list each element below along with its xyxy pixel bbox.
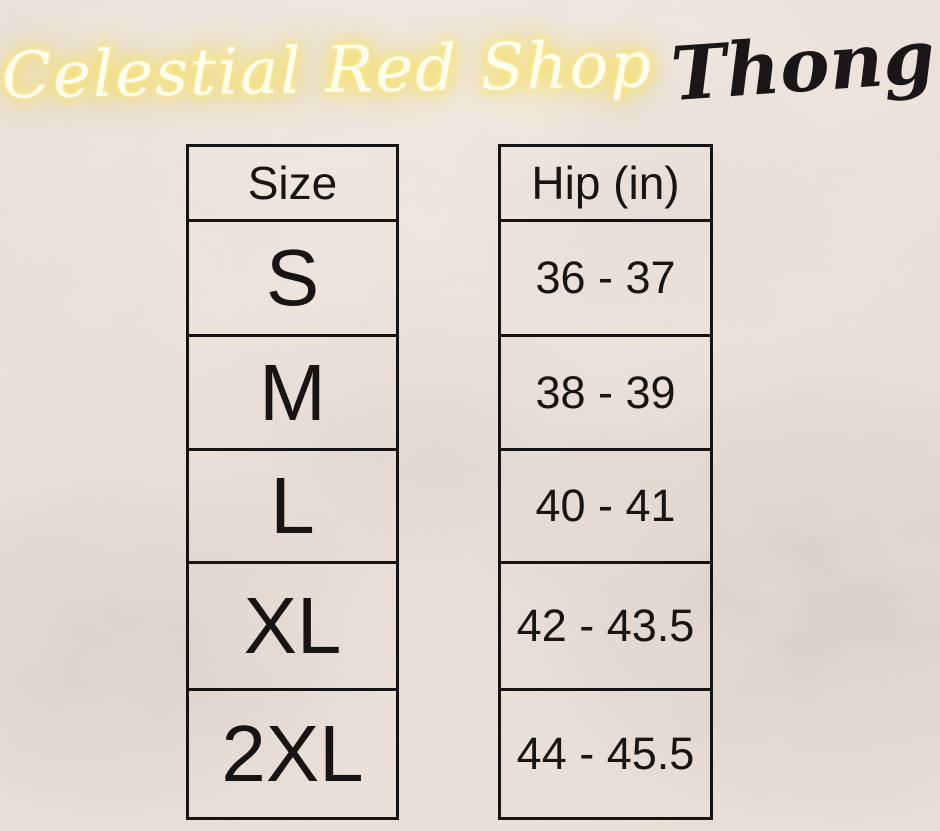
hip-cell-m: 38 - 39 [501,337,710,451]
hip-cell-xl: 42 - 43.5 [501,564,710,691]
size-cell-l: L [189,451,396,564]
size-cell-s: S [189,222,396,337]
size-column-table: Size S M L XL 2XL [186,144,399,820]
size-cell-xl: XL [189,564,396,691]
size-column-header: Size [189,147,396,222]
hip-cell-2xl: 44 - 45.5 [516,728,695,779]
shop-name-title: Celestial Red Shop [1,28,654,114]
size-cell-m: M [189,337,396,451]
hip-cell-s: 36 - 37 [501,222,710,337]
size-cell-2xl: 2XL [221,709,364,798]
product-name-title: Thong [668,13,938,119]
hip-column-header: Hip (in) [501,147,710,222]
hip-cell-l: 40 - 41 [501,451,710,564]
hip-column-table: Hip (in) 36 - 37 38 - 39 40 - 41 42 - 43… [498,144,713,820]
